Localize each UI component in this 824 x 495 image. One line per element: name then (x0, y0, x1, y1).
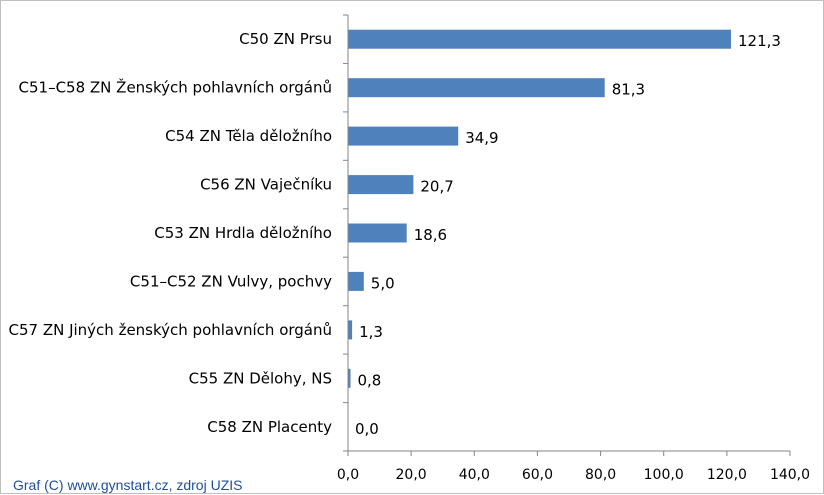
bars-group (348, 29, 731, 388)
bar (348, 223, 407, 243)
category-label: C55 ZN Dělohy, NS (189, 369, 332, 387)
data-label: 0,0 (355, 420, 379, 438)
category-label: C57 ZN Jiných ženských pohlavních orgánů (8, 321, 332, 339)
value-labels: 121,3 81,3 34,9 20,7 18,6 5,0 1,3 0,8 0,0 (355, 32, 781, 438)
data-label: 18,6 (414, 226, 447, 244)
bar (348, 175, 414, 195)
bar (348, 271, 364, 291)
bar (348, 126, 459, 146)
category-label: C53 ZN Hrdla děložního (154, 224, 332, 242)
x-tick-label: 80,0 (585, 467, 616, 483)
data-label: 121,3 (738, 32, 781, 50)
category-label: C51–C58 ZN Ženských pohlavních orgánů (19, 78, 332, 97)
x-tick-label: 20,0 (396, 467, 427, 483)
bar (348, 78, 605, 98)
category-label: C51–C52 ZN Vulvy, pochvy (130, 272, 332, 290)
category-label: C58 ZN Placenty (207, 418, 332, 436)
category-label: C50 ZN Prsu (239, 30, 332, 48)
x-tick-label: 0,0 (337, 467, 359, 483)
x-tick-label: 140,0 (770, 467, 810, 483)
x-tick-label: 40,0 (459, 467, 490, 483)
bar (348, 29, 731, 49)
data-label: 34,9 (465, 129, 498, 147)
category-labels: C50 ZN Prsu C51–C58 ZN Ženských pohlavníc… (8, 30, 332, 436)
chart-credit: Graf (C) www.gynstart.cz, zdroj UZIS (13, 477, 243, 493)
bar (348, 368, 351, 388)
x-tick-label: 100,0 (644, 467, 684, 483)
data-label: 0,8 (358, 371, 382, 389)
data-label: 5,0 (371, 274, 395, 292)
x-tick-label: 60,0 (522, 467, 553, 483)
category-label: C54 ZN Těla děložního (165, 127, 332, 145)
x-tick-label: 120,0 (707, 467, 747, 483)
bar (348, 320, 353, 340)
x-tick-labels: 0,0 20,0 40,0 60,0 80,0 100,0 120,0 140,0 (337, 467, 810, 483)
data-label: 1,3 (359, 323, 383, 341)
axes-group (343, 14, 791, 456)
category-label: C56 ZN Vaječníku (200, 176, 332, 194)
data-label: 81,3 (612, 81, 645, 99)
data-label: 20,7 (420, 178, 453, 196)
